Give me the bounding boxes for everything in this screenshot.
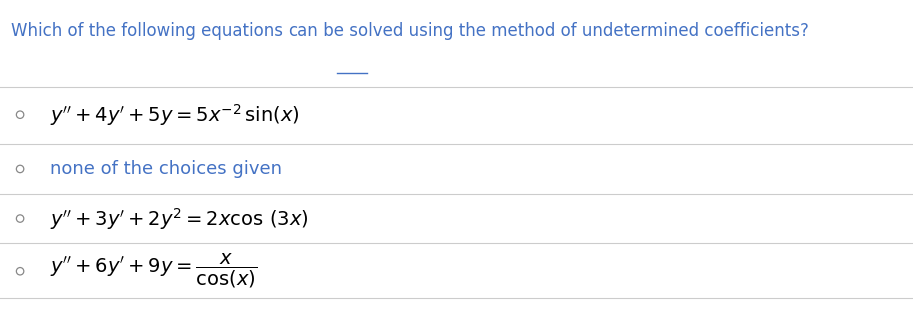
Text: Which of the following equations: Which of the following equations (11, 22, 289, 40)
Text: $y'' + 6y' + 9y = \dfrac{x}{\cos(x)}$: $y'' + 6y' + 9y = \dfrac{x}{\cos(x)}$ (50, 252, 257, 290)
Text: none of the choices given: none of the choices given (50, 160, 282, 178)
Ellipse shape (16, 215, 24, 222)
Ellipse shape (16, 165, 24, 173)
Ellipse shape (16, 111, 24, 118)
Text: $y'' + 3y' + 2y^2 = 2x\cos\,(3x)$: $y'' + 3y' + 2y^2 = 2x\cos\,(3x)$ (50, 206, 309, 232)
Ellipse shape (16, 268, 24, 275)
Text: can: can (289, 22, 318, 40)
Text: be solved using the method of undetermined coefficients?: be solved using the method of undetermin… (318, 22, 809, 40)
Text: $y'' + 4y' + 5y = 5x^{-2}\,\sin(x)$: $y'' + 4y' + 5y = 5x^{-2}\,\sin(x)$ (50, 102, 299, 128)
